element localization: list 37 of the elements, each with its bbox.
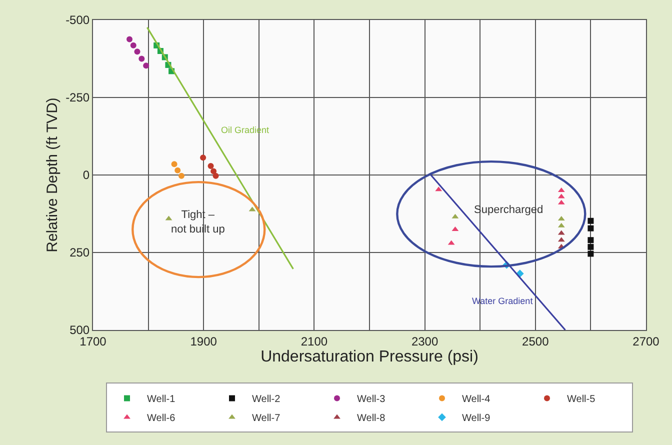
legend-label: Well-7 (252, 413, 281, 424)
point (588, 218, 594, 224)
y-axis-title: Relative Depth (ft TVD) (44, 98, 61, 252)
point (143, 62, 150, 69)
y-tick-label: -500 (66, 13, 90, 28)
legend-label: Well-1 (147, 394, 176, 406)
x-tick-label: 2500 (522, 334, 550, 348)
point (588, 250, 594, 257)
point (178, 172, 184, 179)
point (208, 163, 214, 170)
legend-label: Well-8 (357, 413, 386, 424)
x-axis-title: Undersaturation Pressure (psi) (260, 348, 478, 366)
point (210, 168, 217, 174)
legend-label: Well-3 (357, 394, 386, 406)
legend-label: Well-9 (462, 413, 491, 424)
point (588, 244, 594, 250)
legend-label: Well-2 (252, 394, 281, 406)
point (174, 167, 181, 174)
x-tick-label: 1900 (190, 334, 218, 348)
x-tick-label: 2700 (632, 334, 660, 348)
point (588, 237, 594, 244)
point (212, 172, 219, 179)
legend-label: Well-6 (147, 413, 176, 424)
x-tick-label: 2100 (300, 334, 328, 348)
y-tick-label: -250 (66, 90, 90, 105)
legend-label: Well-4 (462, 394, 491, 406)
point (200, 154, 206, 161)
y-tick-label: 0 (82, 168, 90, 182)
y-tick-label: 250 (70, 246, 90, 260)
point (130, 42, 136, 48)
x-tick-label: 2300 (411, 334, 438, 348)
point (588, 225, 594, 232)
legend-label: Well-5 (567, 394, 596, 406)
point (126, 36, 132, 42)
point (171, 161, 178, 168)
point (134, 48, 140, 55)
point (138, 56, 145, 62)
